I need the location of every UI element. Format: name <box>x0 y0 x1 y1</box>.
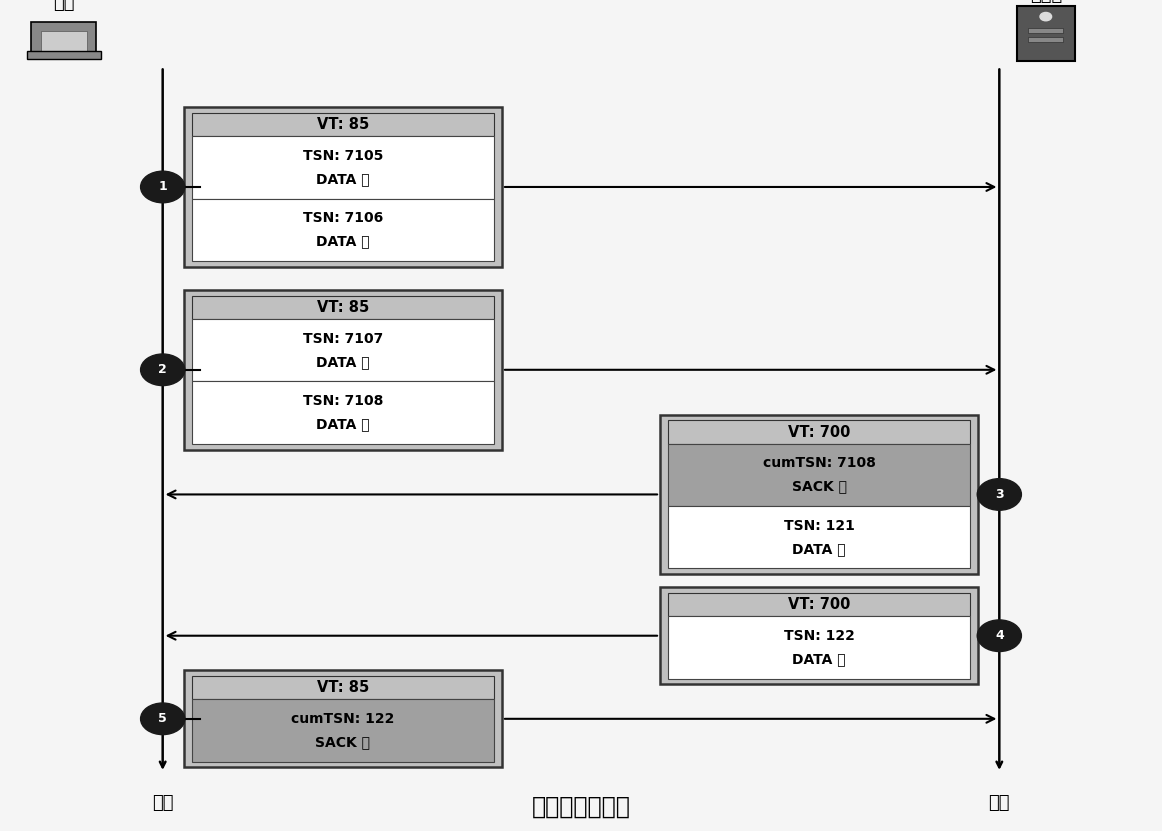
Text: 5: 5 <box>158 712 167 725</box>
Text: 2: 2 <box>158 363 167 376</box>
Text: 客户: 客户 <box>53 0 74 12</box>
Text: SACK 块: SACK 块 <box>791 479 847 494</box>
Text: 3: 3 <box>995 488 1004 501</box>
Text: VT: 85: VT: 85 <box>317 300 368 315</box>
Circle shape <box>977 479 1021 510</box>
Circle shape <box>141 171 185 203</box>
Text: DATA 块: DATA 块 <box>316 234 370 248</box>
FancyBboxPatch shape <box>192 699 494 761</box>
FancyBboxPatch shape <box>41 31 87 51</box>
Text: DATA 块: DATA 块 <box>792 542 846 556</box>
FancyBboxPatch shape <box>184 107 502 267</box>
FancyBboxPatch shape <box>184 290 502 450</box>
Circle shape <box>141 354 185 386</box>
FancyBboxPatch shape <box>660 587 978 685</box>
Text: 4: 4 <box>995 629 1004 642</box>
Text: TSN: 7106: TSN: 7106 <box>302 211 383 225</box>
FancyBboxPatch shape <box>668 593 970 617</box>
FancyBboxPatch shape <box>668 444 970 506</box>
Text: TSN: 121: TSN: 121 <box>784 519 854 533</box>
FancyBboxPatch shape <box>192 136 494 199</box>
Text: TSN: 7105: TSN: 7105 <box>302 149 383 163</box>
FancyBboxPatch shape <box>192 381 494 444</box>
FancyBboxPatch shape <box>1028 37 1063 42</box>
FancyBboxPatch shape <box>668 506 970 568</box>
FancyBboxPatch shape <box>668 420 970 444</box>
FancyBboxPatch shape <box>192 113 494 136</box>
FancyBboxPatch shape <box>192 676 494 699</box>
Text: DATA 块: DATA 块 <box>316 355 370 369</box>
Text: VT: 700: VT: 700 <box>788 597 851 612</box>
Text: TSN: 7107: TSN: 7107 <box>302 332 383 346</box>
FancyBboxPatch shape <box>1028 28 1063 33</box>
Text: TSN: 7108: TSN: 7108 <box>302 394 383 408</box>
FancyBboxPatch shape <box>1017 6 1075 61</box>
Text: VT: 85: VT: 85 <box>317 117 368 132</box>
FancyBboxPatch shape <box>192 319 494 381</box>
FancyBboxPatch shape <box>192 296 494 319</box>
FancyBboxPatch shape <box>660 415 978 574</box>
Text: 服务器: 服务器 <box>1030 0 1062 4</box>
Text: DATA 块: DATA 块 <box>792 652 846 666</box>
Text: SACK 块: SACK 块 <box>315 735 371 749</box>
Text: 时间: 时间 <box>989 794 1010 812</box>
Text: 时间: 时间 <box>152 794 173 812</box>
Text: TSN: 122: TSN: 122 <box>784 629 854 642</box>
FancyBboxPatch shape <box>184 670 502 768</box>
FancyBboxPatch shape <box>192 199 494 261</box>
Text: DATA 块: DATA 块 <box>316 172 370 186</box>
Circle shape <box>141 703 185 735</box>
Text: 1: 1 <box>158 180 167 194</box>
Text: cumTSN: 7108: cumTSN: 7108 <box>762 456 876 470</box>
Text: cumTSN: 122: cumTSN: 122 <box>292 712 394 725</box>
FancyBboxPatch shape <box>31 22 96 57</box>
Circle shape <box>1040 12 1052 21</box>
Circle shape <box>977 620 1021 652</box>
FancyBboxPatch shape <box>27 51 101 59</box>
Text: VT: 700: VT: 700 <box>788 425 851 440</box>
FancyBboxPatch shape <box>668 617 970 678</box>
Text: 简单的数据传送: 简单的数据传送 <box>531 794 631 819</box>
Text: VT: 85: VT: 85 <box>317 680 368 696</box>
Text: DATA 块: DATA 块 <box>316 417 370 431</box>
